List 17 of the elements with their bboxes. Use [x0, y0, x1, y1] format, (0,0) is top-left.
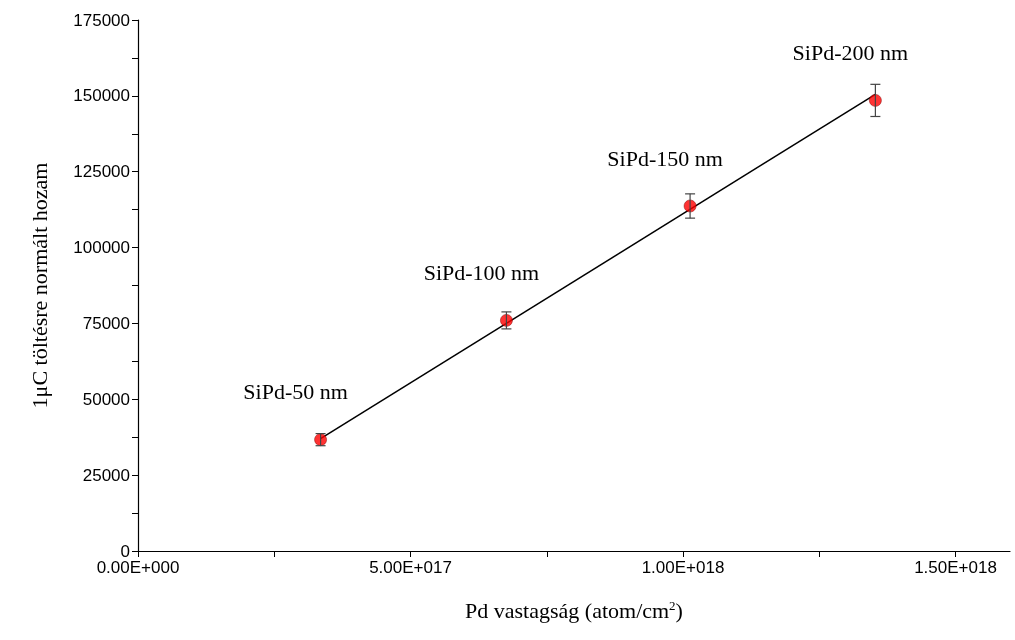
y-tick-label: 25000: [82, 465, 130, 485]
annotation: SiPd-150 nm: [607, 145, 723, 171]
y-axis-title: 1μC töltésre normált hozam: [26, 162, 52, 409]
x-tick-label: 0.00E+000: [96, 558, 180, 577]
y-tick-label: 125000: [73, 162, 130, 182]
annotation: SiPd-200 nm: [792, 39, 909, 65]
y-tick-label: 75000: [82, 313, 130, 333]
x-tick-label: 5.00E+017: [369, 558, 452, 577]
y-tick-label: 175000: [73, 10, 130, 30]
x-tick-label: 1.00E+018: [641, 558, 725, 577]
y-tick-label: 0: [120, 541, 130, 561]
x-tick-label: 1.50E+018: [914, 558, 997, 577]
y-tick-label: 50000: [82, 389, 130, 409]
annotation: SiPd-100 nm: [423, 259, 540, 285]
y-tick-label: 100000: [73, 238, 130, 258]
y-tick-label: 150000: [73, 86, 130, 106]
annotation: SiPd-50 nm: [243, 379, 348, 405]
